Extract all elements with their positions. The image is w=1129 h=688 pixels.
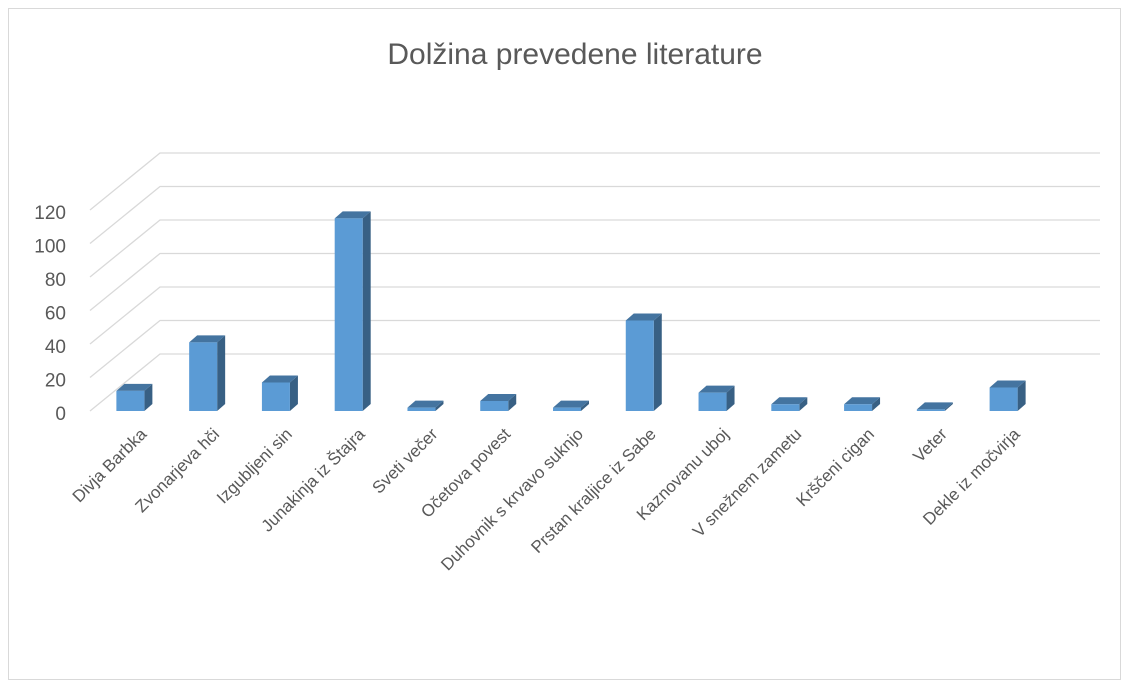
bar bbox=[553, 400, 589, 411]
bar bbox=[916, 402, 953, 411]
bar-top bbox=[916, 402, 953, 410]
y-tick-label: 80 bbox=[45, 270, 66, 291]
bar bbox=[480, 393, 517, 411]
grid-line bbox=[89, 353, 1100, 412]
bar-top bbox=[116, 383, 153, 391]
bar-front bbox=[116, 390, 145, 411]
bar-top bbox=[989, 380, 1026, 388]
bar-front bbox=[334, 218, 363, 411]
y-tick-label: 40 bbox=[45, 337, 66, 358]
bar-side bbox=[1017, 380, 1026, 411]
bar-side bbox=[944, 402, 953, 411]
bar bbox=[189, 335, 226, 411]
y-tick-label: 0 bbox=[55, 404, 66, 425]
bar bbox=[989, 380, 1026, 411]
bar bbox=[771, 397, 808, 411]
bar-top bbox=[261, 375, 298, 383]
grid-line bbox=[89, 185, 1100, 245]
bar-front bbox=[261, 382, 290, 411]
bar-side bbox=[217, 335, 226, 411]
bar-front bbox=[480, 400, 509, 411]
bar-side bbox=[289, 375, 298, 411]
bar-top bbox=[334, 211, 371, 219]
y-tick-label: 60 bbox=[45, 304, 66, 325]
bar bbox=[334, 211, 371, 411]
bar bbox=[844, 397, 881, 411]
bar-top bbox=[844, 397, 881, 405]
bar-front bbox=[189, 342, 218, 411]
bar bbox=[698, 385, 735, 411]
bar-top bbox=[407, 400, 444, 408]
y-tick-label: 120 bbox=[34, 203, 66, 224]
bar-side bbox=[653, 313, 662, 411]
bar-top bbox=[480, 393, 517, 401]
grid-line bbox=[89, 152, 1100, 211]
grid-line bbox=[89, 252, 1100, 312]
bar-side bbox=[508, 393, 517, 411]
bar-front bbox=[407, 407, 436, 411]
bar-front bbox=[989, 387, 1018, 411]
chart-title: Dolžina prevedene literature bbox=[387, 38, 762, 71]
bar-top bbox=[698, 385, 735, 393]
bar-front bbox=[844, 404, 873, 411]
grid-line bbox=[89, 219, 1100, 278]
y-tick-label: 20 bbox=[45, 371, 66, 392]
bar bbox=[116, 383, 153, 411]
bar-top bbox=[771, 397, 808, 405]
grid-line bbox=[89, 286, 1100, 345]
bar-top bbox=[553, 400, 589, 408]
bar-front bbox=[771, 404, 800, 411]
bar bbox=[261, 375, 298, 411]
bar-front bbox=[916, 409, 945, 411]
bar bbox=[407, 400, 444, 411]
bar bbox=[625, 313, 662, 411]
bar-front bbox=[553, 407, 581, 411]
bar-side bbox=[362, 211, 371, 411]
bar-top bbox=[189, 335, 226, 343]
y-tick-label: 100 bbox=[34, 237, 66, 258]
chart-border bbox=[8, 8, 1121, 680]
grid-line bbox=[89, 319, 1100, 379]
bar-side bbox=[799, 397, 808, 411]
bar-side bbox=[581, 400, 589, 411]
bar-front bbox=[698, 392, 727, 411]
bar-side bbox=[726, 385, 735, 411]
bar-side bbox=[872, 397, 881, 411]
bar-side bbox=[435, 400, 444, 411]
bar-top bbox=[625, 313, 662, 321]
bar-side bbox=[144, 383, 153, 411]
bar-front bbox=[625, 320, 654, 411]
